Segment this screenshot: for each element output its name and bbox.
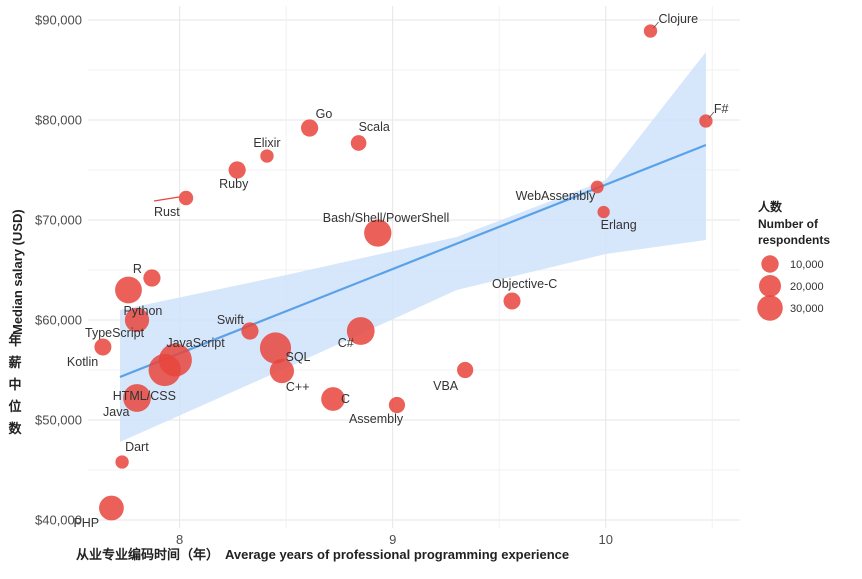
data-point-python xyxy=(115,276,142,304)
point-label-f-: F# xyxy=(714,102,729,116)
data-point-c- xyxy=(346,317,375,345)
point-label-sql: SQL xyxy=(286,350,311,364)
data-point-erlang xyxy=(597,205,610,219)
grid-lines xyxy=(88,6,740,528)
data-point-typescript xyxy=(124,307,150,333)
point-label-python: Python xyxy=(123,304,162,318)
data-point-r xyxy=(143,269,161,287)
data-point-c- xyxy=(269,358,295,384)
point-labels: Clojure F# Go Scala Elixir Ruby Rust WebAssembl… xyxy=(67,12,729,530)
point-label-objective-c: Objective-C xyxy=(492,277,557,291)
y-tick-label: $60,000 xyxy=(35,313,82,328)
y-axis-title-cn-char: 数 xyxy=(8,421,22,436)
data-point-c xyxy=(321,387,345,411)
legend-swatch xyxy=(758,274,782,298)
data-point-html-css xyxy=(148,353,181,387)
data-point-bash-shell-powershell xyxy=(364,219,392,247)
y-axis-title-cn-char: 位 xyxy=(8,399,21,414)
point-label-java: Java xyxy=(103,405,129,419)
data-point-rust xyxy=(178,190,194,206)
x-axis-title-cn: 从业专业编码时间（年） xyxy=(76,547,219,562)
label-leader-line xyxy=(653,21,659,29)
data-point-ruby xyxy=(228,161,246,179)
point-label-php: PHP xyxy=(73,516,99,530)
x-tick-label: 9 xyxy=(389,532,396,547)
data-point-java xyxy=(123,384,151,412)
x-axis-ticks: 8 9 10 xyxy=(176,532,613,547)
point-label-vba: VBA xyxy=(433,379,459,393)
point-label-c: C xyxy=(341,392,350,406)
point-label-swift: Swift xyxy=(217,313,245,327)
point-label-typescript: TypeScript xyxy=(85,326,145,340)
point-label-c-: C++ xyxy=(286,380,310,394)
data-point-webassembly xyxy=(590,180,604,194)
data-point-vba xyxy=(457,361,474,379)
y-tick-label: $40,000 xyxy=(35,513,82,528)
data-point-sql xyxy=(259,332,292,364)
legend: 人数 Number of respondents 10,000 20,000 30,… xyxy=(757,199,830,321)
x-tick-label: 10 xyxy=(599,532,613,547)
data-point-assembly xyxy=(388,396,406,414)
point-label-go: Go xyxy=(316,107,333,121)
point-label-assembly: Assembly xyxy=(349,412,404,426)
point-label-bash-shell-powershell: Bash/Shell/PowerShell xyxy=(323,211,449,225)
legend-title-line1: Number of xyxy=(758,217,819,231)
y-tick-label: $80,000 xyxy=(35,113,82,128)
legend-label: 20,000 xyxy=(790,281,824,293)
data-point-objective-c xyxy=(503,292,521,310)
regression-line xyxy=(119,143,707,379)
point-label-clojure: Clojure xyxy=(659,12,699,26)
y-tick-label: $90,000 xyxy=(35,13,82,28)
point-label-elixir: Elixir xyxy=(253,136,280,150)
point-label-erlang: Erlang xyxy=(601,218,637,232)
point-label-c-: C# xyxy=(338,336,354,350)
x-tick-label: 8 xyxy=(176,532,183,547)
legend-label: 10,000 xyxy=(790,259,824,271)
y-axis-title-cn-char: 薪 xyxy=(8,355,21,370)
y-tick-label: $50,000 xyxy=(35,413,82,428)
data-point-kotlin xyxy=(94,338,112,356)
y-axis-ticks: $40,000 $50,000 $60,000 $70,000 $80,000 $90,0… xyxy=(35,13,82,528)
data-point-php xyxy=(99,495,124,521)
point-label-webassembly: WebAssembly xyxy=(516,189,596,203)
data-point-dart xyxy=(115,455,129,469)
point-label-ruby: Ruby xyxy=(219,177,249,191)
x-axis-title: Average years of professional programmin… xyxy=(225,547,569,562)
legend-label: 30,000 xyxy=(790,303,824,315)
point-label-javascript: JavaScript xyxy=(166,336,225,350)
point-label-rust: Rust xyxy=(154,205,180,219)
y-axis-title-cn-char: 中 xyxy=(8,377,21,392)
rust-pointer-arrow xyxy=(153,196,180,202)
point-label-kotlin: Kotlin xyxy=(67,355,98,369)
y-axis-title: Median salary (USD) xyxy=(10,209,25,335)
point-label-dart: Dart xyxy=(125,440,149,454)
label-leader-line xyxy=(708,111,715,119)
y-tick-label: $70,000 xyxy=(35,213,82,228)
point-label-html-css: HTML/CSS xyxy=(113,389,176,403)
legend-title-cn: 人数 xyxy=(758,199,783,214)
legend-items: 10,000 20,000 30,000 xyxy=(757,255,824,321)
data-point-swift xyxy=(241,322,259,340)
data-point-scala xyxy=(350,135,367,151)
data-point-elixir xyxy=(260,149,274,163)
point-label-scala: Scala xyxy=(359,120,390,134)
legend-swatch xyxy=(761,255,779,273)
data-point-go xyxy=(300,119,319,137)
data-points xyxy=(94,24,713,521)
legend-swatch xyxy=(757,295,783,321)
trend-line xyxy=(119,143,707,379)
legend-title-line2: respondents xyxy=(758,233,830,247)
point-label-r: R xyxy=(133,262,142,276)
y-axis-title-cn-char: 年 xyxy=(8,333,21,348)
